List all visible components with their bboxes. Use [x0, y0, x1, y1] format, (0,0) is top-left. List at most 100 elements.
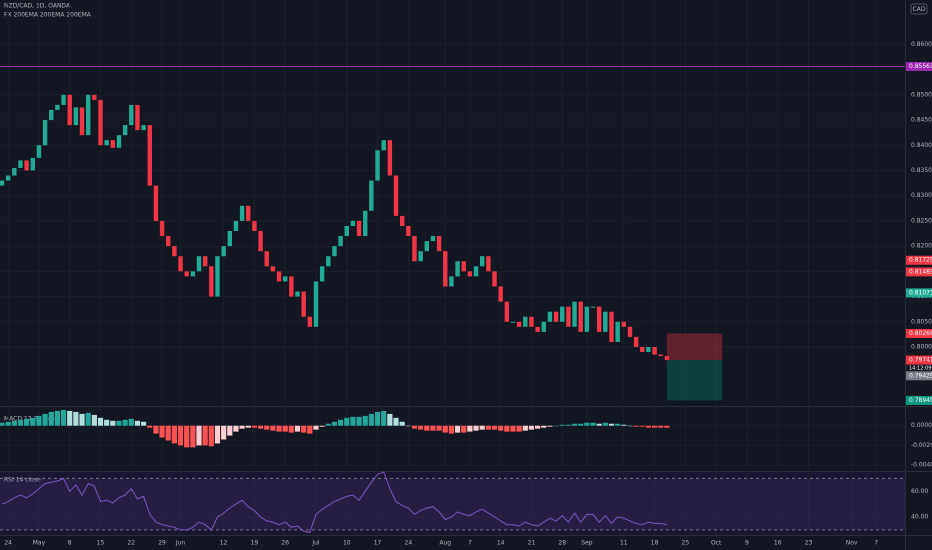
macd-bar [602, 422, 608, 426]
macd-bar [276, 425, 282, 432]
candle [270, 266, 276, 272]
candle [381, 140, 386, 151]
macd-bar [387, 413, 393, 426]
macd-bar [73, 411, 79, 426]
candle [535, 326, 540, 332]
macd-bar [134, 420, 141, 426]
macd-bar [54, 410, 61, 426]
candle [319, 266, 325, 282]
macd-bar [5, 421, 11, 426]
candle [658, 354, 663, 357]
x-tick-label: Sep [581, 540, 593, 547]
macd-bar [233, 425, 239, 432]
price-label-bg [906, 62, 932, 72]
macd-bar [42, 413, 48, 426]
x-tick-label: 24 [405, 540, 413, 547]
rsi-pane-bg [0, 472, 905, 535]
candle [473, 266, 479, 277]
candle [498, 286, 503, 302]
candle [55, 104, 60, 110]
macd-bar [467, 425, 473, 432]
macd-bar [350, 416, 356, 426]
candle [92, 94, 97, 100]
candle [307, 316, 313, 327]
x-tick-label: 16 [774, 540, 782, 547]
macd-bar [313, 425, 319, 430]
countdown: 14:12:09 [909, 366, 931, 372]
macd-bar [381, 410, 387, 426]
currency[interactable]: CAD [913, 6, 926, 13]
candle [122, 125, 128, 136]
macd-bar [85, 412, 91, 426]
candle [79, 107, 85, 136]
candle [209, 266, 214, 297]
macd-bar [251, 425, 258, 428]
macd-bar [436, 425, 442, 431]
x-tick-label: 25 [682, 540, 690, 547]
candle [12, 167, 17, 176]
candle [110, 140, 116, 148]
candle [141, 125, 146, 131]
candle [523, 316, 528, 327]
candle [326, 256, 331, 267]
macd-bar [590, 422, 596, 426]
macd-bar [362, 415, 368, 426]
candle [5, 175, 11, 181]
candle [282, 276, 288, 282]
x-tick-label: 29 [158, 540, 166, 547]
macd-bar [461, 425, 467, 433]
candle [0, 180, 5, 186]
macd-bar [36, 415, 42, 426]
candle [42, 120, 48, 146]
candle [541, 321, 546, 332]
candle [603, 311, 608, 332]
macd-bar [177, 425, 184, 446]
candle [633, 336, 639, 347]
macd-bar [633, 425, 639, 427]
x-tick-label: 21 [528, 540, 536, 547]
macd-bar [196, 425, 202, 446]
candle [295, 291, 300, 297]
candle [627, 326, 633, 337]
candle [399, 215, 405, 226]
price-label: 0.78940 [909, 397, 932, 404]
candle [609, 311, 614, 342]
x-tick-label: 7 [874, 540, 878, 547]
macd-bar [571, 423, 578, 426]
macd-bar [504, 425, 510, 432]
macd-bar [479, 425, 485, 430]
macd-bar [578, 423, 584, 426]
candle [646, 346, 651, 353]
macd-bar [307, 425, 313, 434]
macd-bar [214, 425, 221, 444]
macd-bar [165, 425, 171, 441]
macd-bar [559, 424, 565, 426]
macd-bar [0, 422, 5, 426]
macd-bar [418, 425, 424, 430]
price-label-bg [906, 255, 932, 265]
candle [135, 104, 140, 131]
macd-tick-label: -0.00400 [911, 462, 932, 469]
macd-bar [171, 425, 177, 444]
candle [615, 321, 620, 342]
candle [30, 157, 35, 171]
macd-bar [528, 425, 535, 430]
macd-bar [17, 419, 24, 426]
x-tick-label: 7 [468, 540, 472, 547]
candle [239, 205, 245, 221]
macd-bar [399, 421, 405, 426]
macd-bar [356, 416, 362, 426]
candle [190, 271, 196, 277]
macd-bar [128, 418, 134, 426]
macd-bar [639, 425, 645, 427]
macd-tick-label: -0.00200 [911, 442, 932, 449]
x-tick-label: Jun [175, 540, 186, 547]
currency-box[interactable] [910, 3, 928, 15]
macd-bar [596, 423, 602, 426]
candle [67, 94, 72, 126]
x-tick-label: 10 [343, 540, 351, 547]
